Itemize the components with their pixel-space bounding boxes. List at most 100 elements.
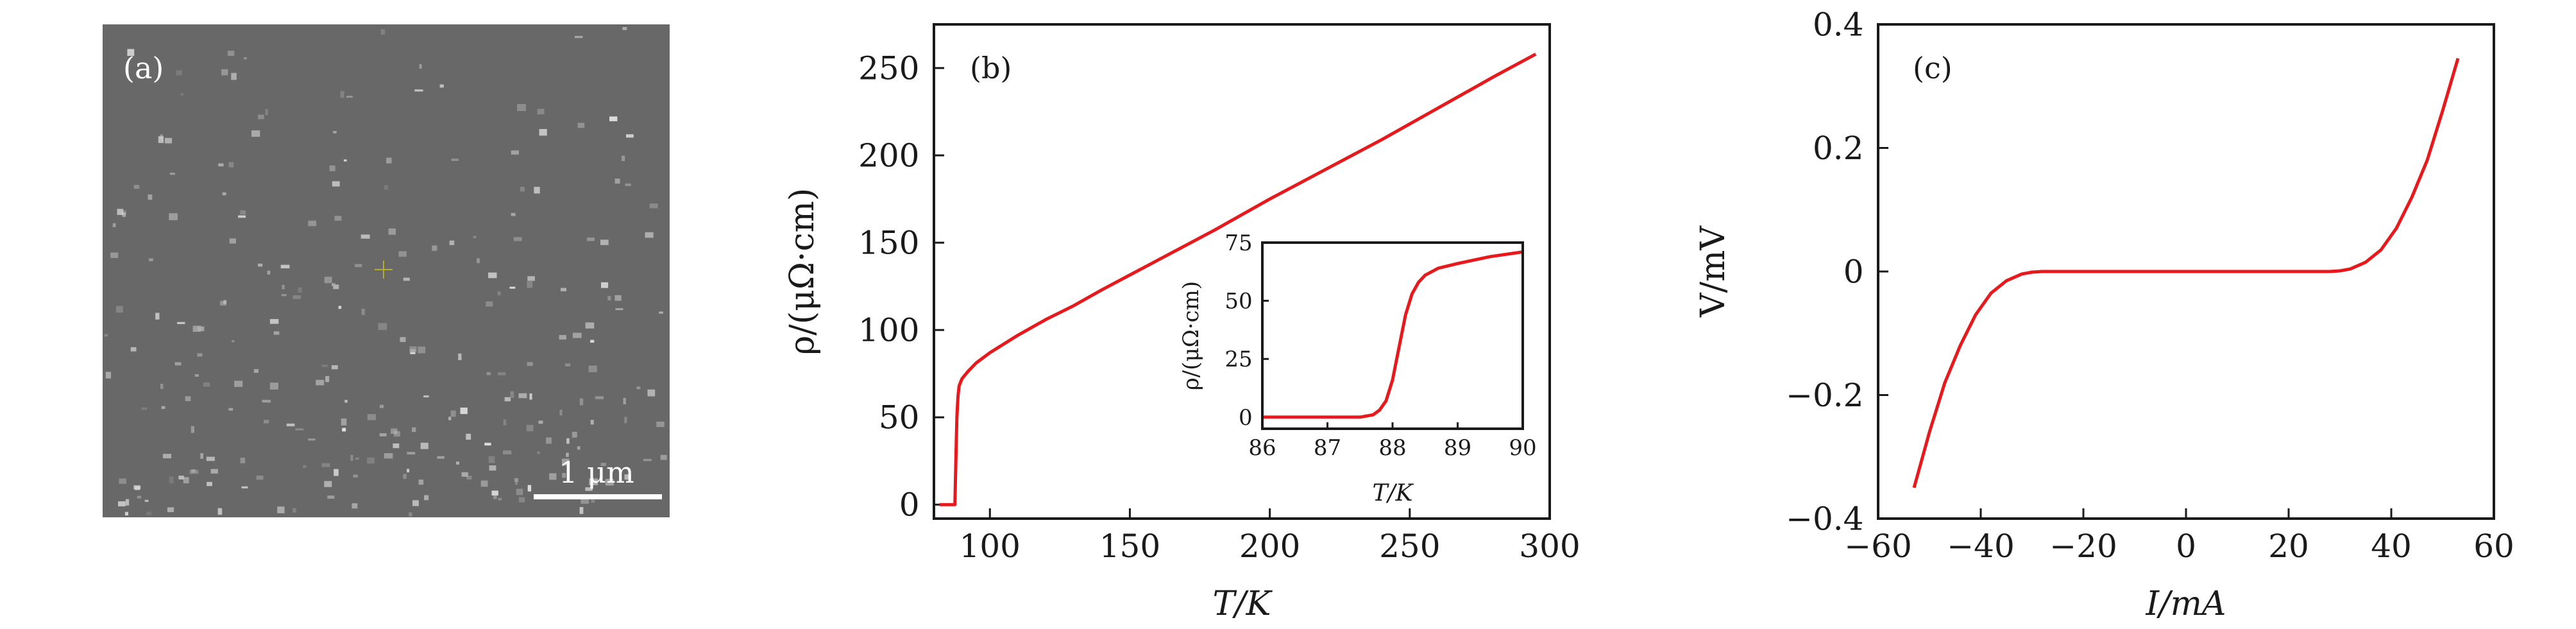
inset-ytick-label: 25 <box>1224 347 1252 372</box>
sem-particle <box>117 209 124 215</box>
sem-particle <box>649 203 658 209</box>
panel-b-ytick-label: 100 <box>858 312 919 349</box>
sem-particle <box>258 263 263 267</box>
sem-particle <box>419 64 422 69</box>
panel-c-ylabel: V/mV <box>1694 225 1733 318</box>
sem-particle <box>229 238 236 244</box>
sem-particle <box>327 495 335 499</box>
sem-particle <box>605 479 614 486</box>
sem-particle <box>333 131 337 134</box>
sem-particle <box>518 393 527 399</box>
sem-particle <box>451 159 459 161</box>
panel-b-ytick-label: 0 <box>899 487 920 524</box>
sem-particle <box>493 495 497 499</box>
sem-particle <box>458 353 462 361</box>
sem-particle <box>269 383 278 390</box>
sem-particle <box>448 417 452 420</box>
sem-particle <box>450 410 456 417</box>
sem-particle <box>303 465 307 469</box>
sem-particle <box>308 220 317 227</box>
sem-particle <box>367 414 376 420</box>
panel-c-xtick-label: 60 <box>2473 528 2514 565</box>
sem-particle <box>221 69 228 76</box>
sem-particle <box>292 508 296 513</box>
sem-particle <box>200 453 203 459</box>
sem-particle <box>334 469 339 476</box>
sem-particle <box>191 469 196 473</box>
sem-particle <box>342 427 346 432</box>
sem-particle <box>273 331 280 335</box>
sem-particle <box>515 480 518 485</box>
sem-particle <box>217 508 223 515</box>
sem-particle <box>122 212 126 218</box>
sem-particle <box>645 232 654 238</box>
inset-xlabel: T/K <box>1372 480 1414 506</box>
sem-particle <box>480 480 488 487</box>
sem-particle <box>418 346 426 354</box>
sem-particle <box>564 363 571 366</box>
sem-particle <box>580 497 589 504</box>
sem-particle <box>177 322 185 324</box>
sem-particle <box>577 446 580 450</box>
sem-particle <box>324 481 332 487</box>
sem-particle <box>590 340 595 343</box>
sem-particle <box>228 408 233 411</box>
sem-particle <box>561 458 570 466</box>
sem-particle <box>407 452 416 455</box>
sem-particle <box>473 236 477 239</box>
sem-particle <box>647 389 656 397</box>
sem-particle <box>527 281 533 288</box>
sem-particle <box>295 428 304 431</box>
sem-particle <box>626 134 634 138</box>
sem-particle <box>489 465 496 471</box>
sem-particle <box>367 457 375 464</box>
inset-ylabel: ρ/(μΩ·cm) <box>1178 281 1204 390</box>
sem-particle <box>586 237 595 241</box>
sem-particle <box>566 452 569 457</box>
sem-particle <box>559 409 563 416</box>
sem-particle <box>636 386 641 390</box>
sem-particle <box>546 437 552 444</box>
sem-particle <box>234 381 243 387</box>
sem-particle <box>625 183 631 186</box>
sem-particle <box>355 264 362 268</box>
panel-label-a: (a) <box>123 51 164 85</box>
sem-particle <box>210 469 218 474</box>
sem-particle <box>561 288 567 291</box>
sem-particle <box>486 301 493 307</box>
sem-particle <box>516 488 523 495</box>
sem-particle <box>477 258 480 263</box>
sem-particle <box>656 421 665 427</box>
sem-particle <box>298 287 302 293</box>
sem-particle <box>124 512 128 516</box>
sem-particle <box>253 369 258 373</box>
sem-particle <box>121 210 126 216</box>
sem-particle <box>281 294 287 297</box>
sem-particle <box>537 451 540 454</box>
sem-particle <box>119 478 126 484</box>
panel-b-ytick-label: 50 <box>879 399 920 436</box>
sem-particle <box>514 478 518 482</box>
sem-particle <box>264 420 269 424</box>
sem-particle <box>218 163 224 167</box>
sem-particle <box>160 384 164 389</box>
sem-particle <box>414 89 423 92</box>
sem-particle <box>280 264 290 269</box>
sem-particle <box>538 420 543 424</box>
sem-particle <box>461 472 468 477</box>
sem-particle <box>350 454 353 461</box>
sem-particle <box>534 187 540 194</box>
sem-particle <box>488 456 495 463</box>
sem-particle <box>513 237 522 241</box>
sem-particle <box>207 481 212 487</box>
sem-particle <box>183 477 189 484</box>
sem-particle <box>231 73 237 80</box>
sem-particle <box>491 490 498 495</box>
sem-particle <box>269 319 279 324</box>
sem-particle <box>484 442 491 446</box>
inset-resistivity-curve <box>1262 250 1523 419</box>
sem-particle <box>585 322 595 329</box>
panel-a-sem-image: (a) 1 μm <box>103 24 670 517</box>
